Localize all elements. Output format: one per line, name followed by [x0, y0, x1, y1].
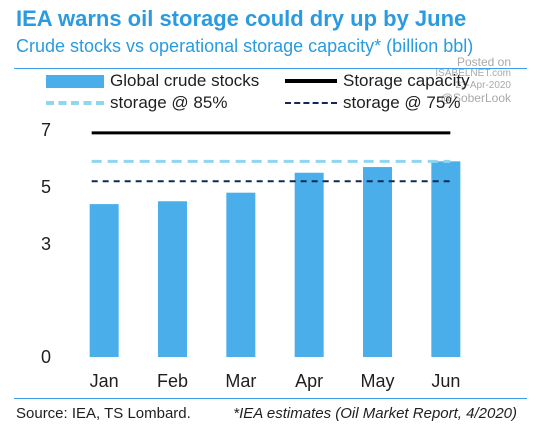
x-tick-label: Mar — [225, 371, 256, 391]
watermark-line: Posted on — [456, 55, 511, 69]
bar-jan — [89, 204, 119, 357]
legend-swatch-dashed-light — [46, 101, 104, 105]
chart-legend: Global crude stocks Storage capacity sto… — [0, 70, 541, 114]
legend-label: storage @ 75% — [343, 93, 461, 112]
legend-item-storage-capacity: Storage capacity — [285, 70, 470, 92]
legend-item-storage-85: storage @ 85% — [46, 92, 227, 114]
legend-swatch-solid-line — [285, 79, 337, 83]
x-tick-label: Jun — [431, 371, 460, 391]
bar-may — [363, 167, 392, 357]
legend-label: Global crude stocks — [110, 71, 260, 90]
watermark: Posted on ISABELNET.com 23-Apr-2020 @Sob… — [435, 56, 511, 104]
x-tick-label: May — [360, 371, 394, 391]
legend-item-global-crude-stocks: Global crude stocks — [46, 70, 259, 92]
x-tick-label: Jan — [90, 371, 119, 391]
source-note: Source: IEA, TS Lombard. — [16, 405, 191, 422]
y-tick-label: 5 — [41, 177, 51, 197]
legend-label: storage @ 85% — [110, 93, 228, 112]
watermark-line: 23-Apr-2020 — [455, 80, 511, 91]
chart-title: IEA warns oil storage could dry up by Ju… — [16, 6, 467, 31]
legend-item-storage-75: storage @ 75% — [285, 92, 460, 114]
x-tick-label: Feb — [157, 371, 188, 391]
legend-swatch-dashed-dark — [285, 102, 337, 104]
bar-apr — [294, 172, 324, 357]
bar-jun — [431, 161, 461, 357]
watermark-line: ISABELNET.com — [435, 68, 511, 79]
footnote: *IEA estimates (Oil Market Report, 4/202… — [233, 405, 517, 422]
legend-label: Storage capacity — [343, 71, 470, 90]
watermark-line: @SoberLook — [440, 91, 511, 105]
header-divider — [14, 68, 527, 69]
x-tick-label: Apr — [295, 371, 323, 391]
y-tick-label: 3 — [41, 234, 51, 254]
bar-mar — [226, 192, 256, 357]
bar-chart: 0 3 5 7 Jan Feb Mar Apr May Jun — [41, 120, 461, 391]
chart-subtitle: Crude stocks vs operational storage capa… — [16, 36, 474, 56]
bar-feb — [158, 201, 187, 357]
legend-swatch-bar — [46, 74, 104, 88]
y-tick-label: 0 — [41, 347, 51, 367]
footer-divider — [14, 398, 527, 399]
y-tick-label: 7 — [41, 120, 51, 140]
